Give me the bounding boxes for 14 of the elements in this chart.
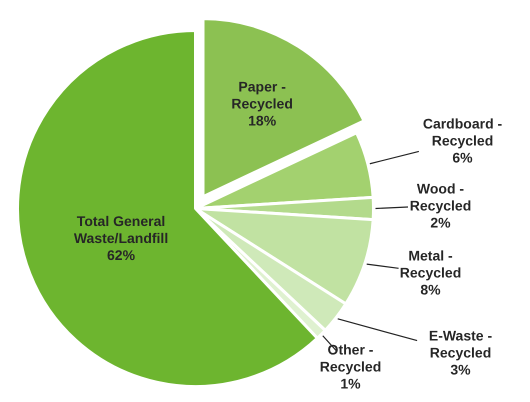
data-label: 6%: [452, 150, 474, 166]
slice-label: Other - Recycled: [320, 342, 382, 374]
data-label: 1%: [340, 376, 362, 392]
data-label: 3%: [450, 362, 472, 378]
data-label: 2%: [430, 214, 452, 230]
data-label: 8%: [420, 282, 442, 298]
slice-label: Paper - Recycled: [231, 78, 293, 112]
slice-label: Cardboard - Recycled: [422, 116, 503, 148]
slice-label: Metal - Recycled: [400, 248, 462, 280]
slice-label: Total General Waste/Landfill: [74, 212, 168, 246]
data-label: 62%: [107, 246, 136, 263]
slice-label: Wood - Recycled: [410, 180, 472, 214]
slice-label: E-Waste - Recycled: [428, 328, 492, 360]
data-label: 18%: [248, 112, 277, 128]
